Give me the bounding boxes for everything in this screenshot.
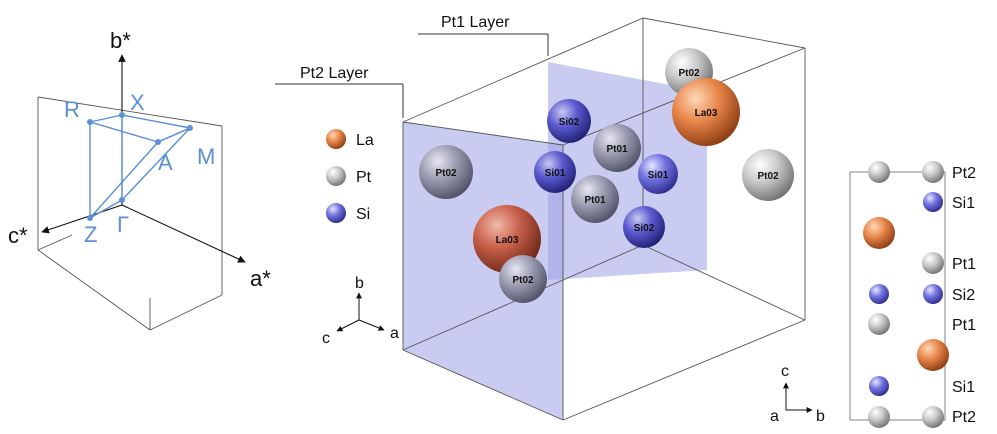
atom-label: Pt02 <box>435 168 457 179</box>
legend-la-label: La <box>356 132 374 149</box>
side-atom-si <box>869 376 889 396</box>
side-label-pt2-bottom: Pt2 <box>952 409 976 426</box>
gamma-label: Γ <box>117 212 129 237</box>
side-atom-pt <box>868 161 890 183</box>
atom-si02-bottom <box>623 206 665 248</box>
atom-pt02-bottom <box>499 255 547 303</box>
side-label-pt1-lower: Pt1 <box>952 317 976 334</box>
atom-label: La03 <box>695 108 718 119</box>
bz-box <box>37 96 223 331</box>
atom-pt01-top <box>593 124 641 172</box>
atom-pt01-mid <box>571 175 619 223</box>
pt2-layer-label: Pt2 Layer <box>300 65 369 82</box>
side-label-pt2-top: Pt2 <box>952 165 976 182</box>
atom-label: Pt01 <box>584 195 606 206</box>
a-label: A <box>158 150 173 175</box>
crystal-axes: b c a <box>322 275 399 347</box>
atom-label: Pt01 <box>606 144 628 155</box>
atom-label: Si01 <box>648 170 669 181</box>
brillouin-zone: b* c* a* R X A M Z Γ <box>8 28 271 331</box>
crystal-axis-c: c <box>322 330 330 347</box>
r-point <box>87 119 93 125</box>
x-label: X <box>130 90 145 115</box>
side-label-si2: Si2 <box>952 287 975 304</box>
side-atom-si <box>923 192 943 212</box>
atom-label: Pt02 <box>757 171 779 182</box>
side-atom-pt <box>922 406 944 428</box>
crystal-axis-a: a <box>390 325 399 342</box>
pt1-layer-label: Pt1 Layer <box>441 14 510 31</box>
atom-si01-left <box>534 151 576 193</box>
side-atom-si <box>869 284 889 304</box>
atom-la03-top <box>672 78 740 146</box>
side-view: Pt2 Si1 Pt1 Si2 Pt1 Si1 Pt2 c a b <box>770 161 976 428</box>
atom-label: Si02 <box>634 223 655 234</box>
atom-label: La03 <box>496 235 519 246</box>
z-point <box>87 215 93 221</box>
atom-pt02-right <box>742 149 794 201</box>
m-label: M <box>197 144 215 169</box>
r-label: R <box>64 97 80 122</box>
side-axis-b: b <box>816 408 825 425</box>
atom-si02-top <box>547 99 591 143</box>
c-star-label: c* <box>8 223 28 248</box>
m-point <box>187 125 193 131</box>
crystal-axis-b: b <box>355 275 364 292</box>
side-view-box <box>849 171 946 421</box>
legend-si-swatch <box>326 203 346 223</box>
legend: La Pt Si <box>326 129 374 223</box>
legend-pt-swatch <box>326 166 346 186</box>
side-label-pt1-upper: Pt1 <box>952 256 976 273</box>
bz-axes: b* c* a* <box>8 28 271 291</box>
unit-cell: Pt1 Layer Pt2 Layer Pt02 La03 Si02 Pt01 … <box>275 14 806 421</box>
atom-label: Si02 <box>559 117 580 128</box>
a-point <box>155 139 161 145</box>
side-label-si1-top: Si1 <box>952 195 975 212</box>
side-atom-si <box>923 284 943 304</box>
atom-si01-right <box>638 154 678 194</box>
layer-callouts: Pt1 Layer Pt2 Layer <box>275 14 549 118</box>
atoms: Pt02 La03 Si02 Pt01 Pt02 Si01 Si01 Pt01 … <box>419 48 794 303</box>
a-star-label: a* <box>250 266 271 291</box>
b-star-label: b* <box>110 28 131 53</box>
side-axis-a: a <box>770 408 779 425</box>
atom-label: Si01 <box>545 168 566 179</box>
legend-si-label: Si <box>356 206 370 223</box>
side-atom-pt <box>868 406 890 428</box>
legend-pt-label: Pt <box>356 169 372 186</box>
side-atom-la <box>863 217 895 249</box>
z-label: Z <box>84 222 97 247</box>
legend-la-swatch <box>326 129 346 149</box>
side-atom-pt <box>922 161 944 183</box>
side-atom-pt <box>868 313 890 335</box>
side-atom-la <box>917 339 949 371</box>
atom-label: Pt02 <box>678 68 700 79</box>
side-label-si1-bottom: Si1 <box>952 379 975 396</box>
side-atom-pt <box>922 252 944 274</box>
atom-label: Pt02 <box>512 275 534 286</box>
side-axes: c a b <box>770 363 825 425</box>
gamma-point <box>119 197 125 203</box>
x-point <box>119 112 125 118</box>
side-axis-c: c <box>781 363 789 380</box>
atom-pt02-left <box>419 145 473 199</box>
bz-wedge: R X A M Z Γ <box>64 90 215 247</box>
